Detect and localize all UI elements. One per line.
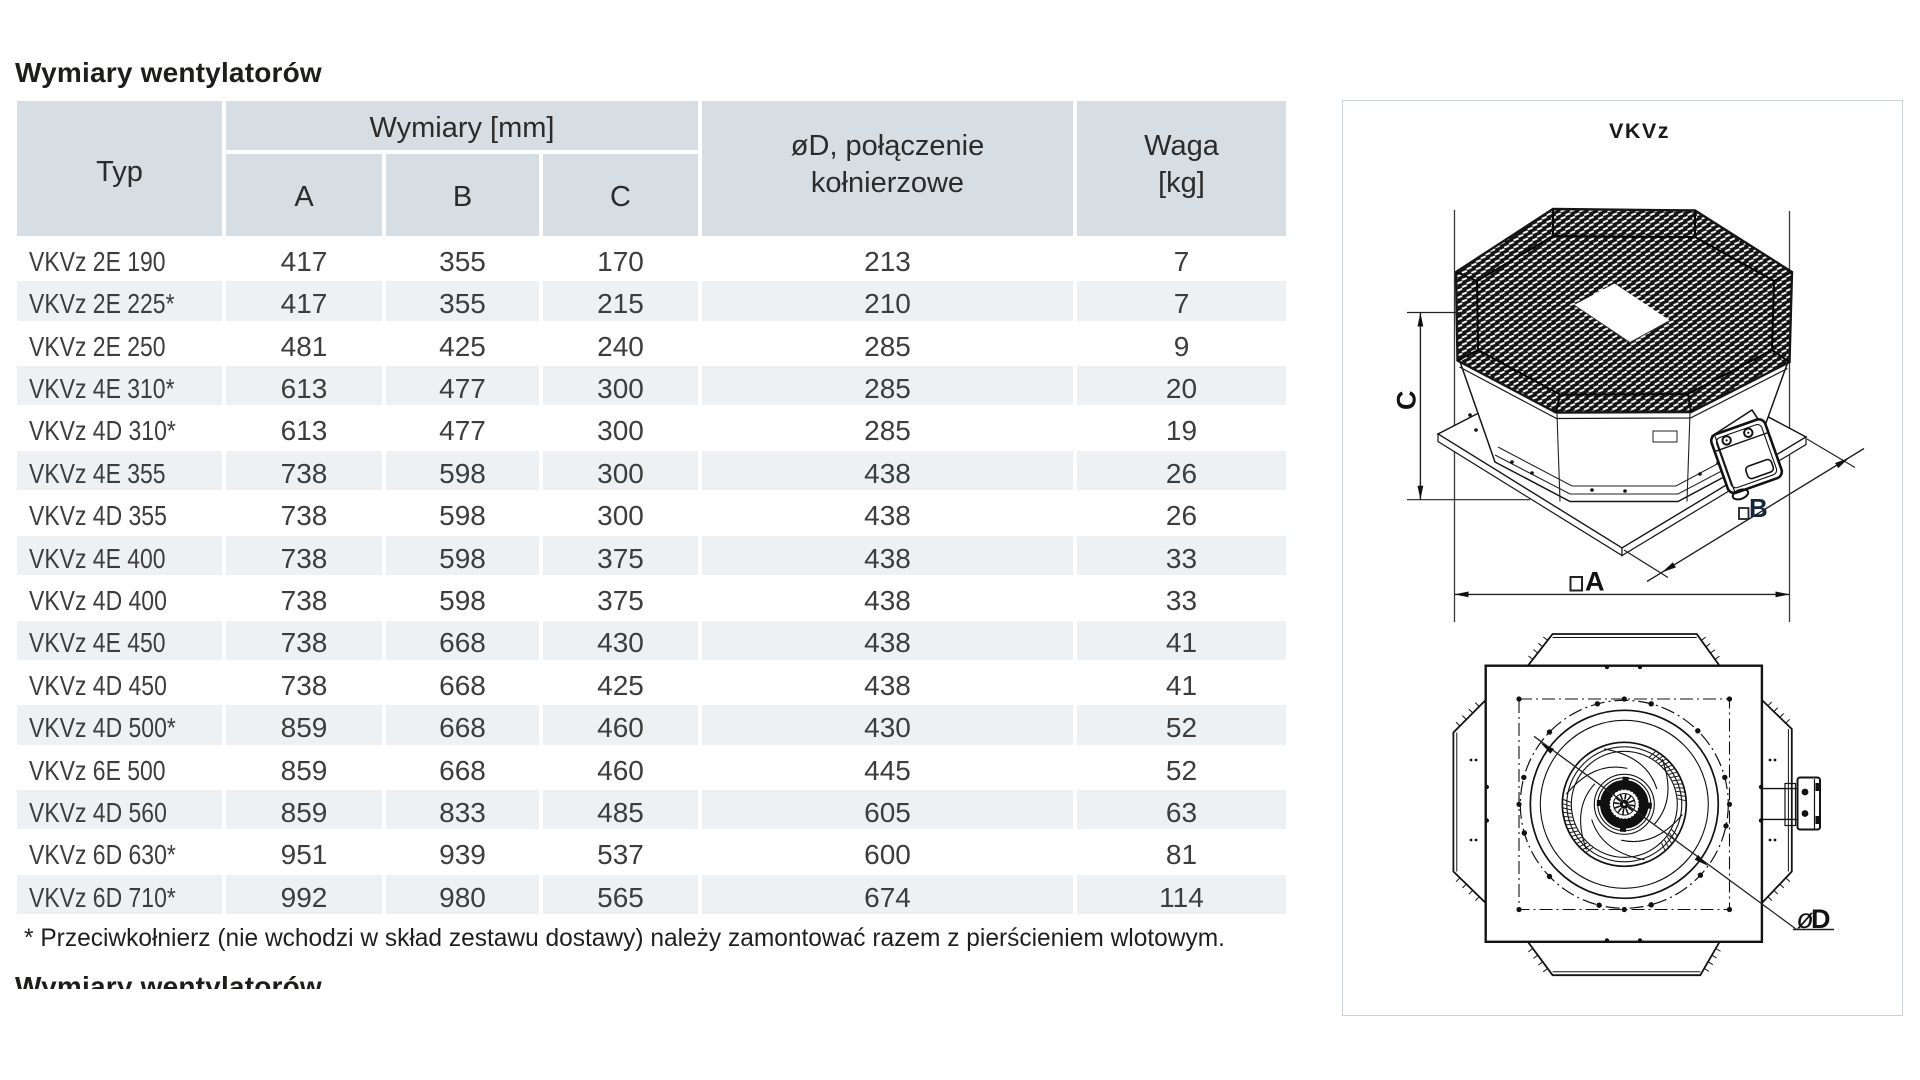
- svg-text:ø: ø: [1797, 903, 1814, 934]
- svg-text:A: A: [1585, 567, 1605, 597]
- svg-text:C: C: [1392, 391, 1422, 411]
- svg-text:B: B: [1749, 493, 1768, 523]
- svg-text:D: D: [1811, 904, 1831, 934]
